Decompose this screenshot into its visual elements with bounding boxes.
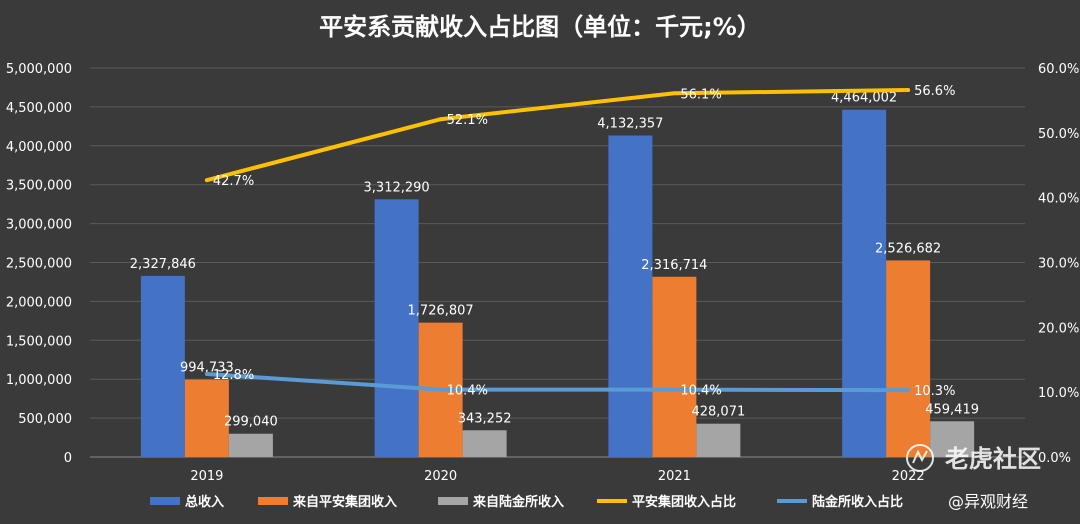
bar-labels: 2,327,846 3,312,290 4,132,357 4,464,002 994,… (130, 91, 979, 430)
x-tick-label: 2022 (892, 469, 925, 484)
chart-title: 平安系贡献收入占比图（单位：千元;%） (319, 13, 761, 41)
y-tick-label: 5,000,000 (6, 62, 72, 77)
bar (228, 433, 273, 457)
y-tick-label: 4,000,000 (6, 140, 72, 155)
y-tick-label: 1,500,000 (6, 334, 72, 349)
y2-tick-label: 50.0% (1038, 127, 1079, 142)
legend-label: 来自平安集团收入 (292, 494, 397, 510)
y-tick-label: 1,000,000 (6, 373, 72, 388)
legend-label: 总收入 (185, 494, 224, 510)
watermark-secondary: @异观财经 (948, 492, 1028, 511)
bar-data-label: 1,726,807 (408, 304, 474, 319)
bar-data-label: 299,040 (224, 415, 278, 430)
bar-data-label: 2,526,682 (875, 241, 941, 256)
lines (204, 88, 911, 393)
series-line (204, 88, 911, 183)
y2-tick-label: 40.0% (1038, 192, 1079, 207)
bar (184, 379, 229, 457)
line-data-label: 42.7% (213, 174, 254, 189)
line-data-label: 10.4% (680, 384, 721, 399)
bar (696, 423, 741, 457)
bar-data-label: 994,733 (180, 361, 234, 376)
legend-swatch (150, 497, 180, 505)
line-data-label: 10.4% (447, 384, 488, 399)
x-tick-label: 2021 (658, 469, 691, 484)
bar-data-label: 428,071 (691, 405, 745, 420)
watermark-main: 老虎社区 (945, 445, 1041, 473)
bar (842, 109, 887, 457)
line-data-label: 12.8% (213, 368, 254, 383)
bar-data-label: 4,464,002 (831, 91, 897, 106)
bar (140, 275, 185, 457)
bar-data-label: 343,252 (458, 411, 512, 426)
bars (140, 109, 975, 457)
line-data-label: 56.6% (914, 84, 955, 99)
y-tick-label: 3,000,000 (6, 218, 72, 233)
legend-label: 陆金所收入占比 (812, 494, 903, 510)
watermark: 老虎社区 @异观财经 (906, 444, 1041, 511)
legend-label: 平安集团收入占比 (632, 494, 736, 510)
bar-data-label: 2,316,714 (641, 258, 707, 273)
bar (886, 260, 931, 457)
y-axis-left: 0 500,000 1,000,000 1,500,000 2,000,000 2,500… (6, 62, 72, 466)
legend-swatch (438, 497, 468, 505)
x-tick-label: 2019 (190, 469, 223, 484)
y-tick-label: 4,500,000 (6, 101, 72, 116)
bar-data-label: 2,327,846 (130, 257, 196, 272)
legend: 总收入 来自平安集团收入 来自陆金所收入 平安集团收入占比 陆金所收入占比 (150, 494, 903, 510)
legend-swatch (258, 497, 288, 505)
tiger-logo-icon (906, 444, 934, 472)
series-line (204, 372, 911, 393)
legend-label: 来自陆金所收入 (472, 494, 564, 510)
bar-data-label: 3,312,290 (364, 180, 430, 195)
gridlines (90, 67, 1025, 458)
y2-tick-label: 20.0% (1038, 321, 1079, 336)
x-axis: 2019 2020 2021 2022 (90, 456, 1025, 484)
y-tick-label: 2,000,000 (6, 295, 72, 310)
y-axis-right: 0.0% 10.0% 20.0% 30.0% 40.0% 50.0% 60.0% (1038, 62, 1079, 466)
x-tick-label: 2020 (424, 469, 457, 484)
y-tick-label: 2,500,000 (6, 257, 72, 272)
line-data-label: 52.1% (447, 113, 488, 128)
y-tick-label: 0 (64, 451, 72, 466)
bar (462, 430, 507, 457)
bar (930, 421, 975, 457)
line-data-label: 56.1% (680, 87, 721, 102)
line-labels: 42.7% 52.1% 56.1% 56.6% 12.8% 10.4% 10.4% 10.3% (213, 84, 956, 399)
bar (652, 276, 697, 457)
line-data-label: 10.3% (914, 384, 955, 399)
y-tick-label: 3,500,000 (6, 179, 72, 194)
y2-tick-label: 0.0% (1038, 451, 1071, 466)
bar (608, 135, 653, 457)
bar (374, 199, 419, 457)
bar-data-label: 459,419 (925, 402, 979, 417)
y2-tick-label: 60.0% (1038, 62, 1079, 77)
y-tick-label: 500,000 (18, 412, 72, 427)
y2-tick-label: 30.0% (1038, 257, 1079, 272)
bar-data-label: 4,132,357 (597, 117, 663, 132)
y2-tick-label: 10.0% (1038, 386, 1079, 401)
